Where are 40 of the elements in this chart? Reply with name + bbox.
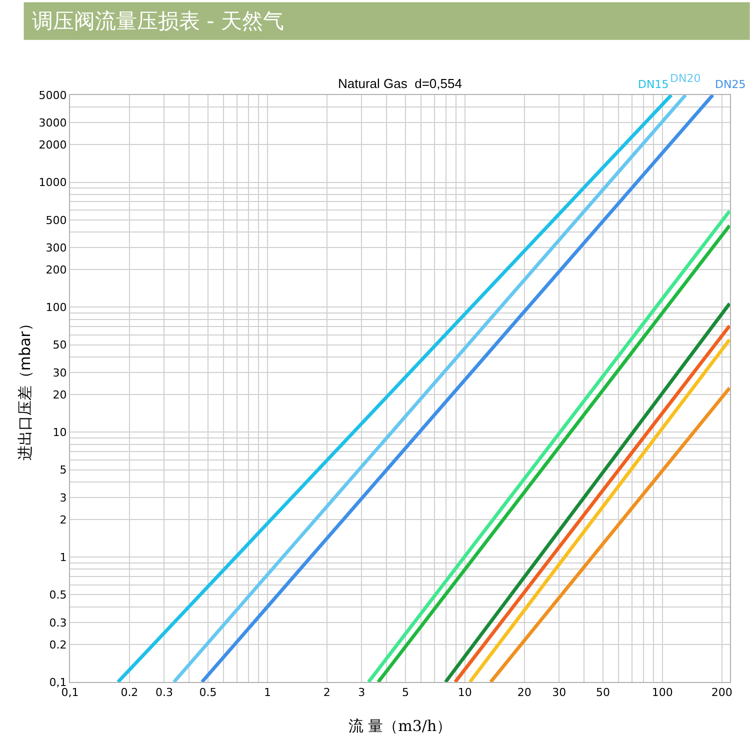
- x-tick-label: 20: [517, 686, 532, 700]
- x-tick-label: 0.5: [199, 686, 217, 700]
- y-tick-label: 2000: [38, 138, 67, 152]
- y-tick-label: 3: [60, 491, 67, 504]
- x-tick-label: 1: [264, 686, 271, 700]
- chart-subtitle: Natural Gas d=0,554: [338, 76, 462, 91]
- x-tick-label: 0.2: [120, 686, 138, 700]
- y-tick-label: 50: [52, 338, 67, 352]
- y-tick-label: 20: [52, 388, 67, 402]
- x-tick-label: 30: [552, 686, 566, 700]
- x-tick-label: 100: [652, 686, 673, 700]
- x-tick-label: 50: [596, 686, 610, 700]
- y-tick-label: 30: [52, 366, 67, 380]
- series-label: DN15: [638, 78, 669, 91]
- y-tick-label: 2: [60, 513, 67, 526]
- x-tick-label: 200: [711, 686, 732, 700]
- x-axis-title: 流 量（m3/h）: [348, 717, 452, 736]
- y-tick-label: 100: [46, 301, 67, 314]
- x-tick-label: 10: [458, 686, 472, 700]
- series-label: DN20: [670, 72, 701, 85]
- y-tick-label: 0.3: [49, 616, 67, 630]
- y-tick-label: 10: [52, 426, 67, 440]
- y-tick-label: 5000: [38, 88, 67, 102]
- y-tick-label: 500: [46, 214, 67, 227]
- y-axis-title: 进出口压差（mbar）: [16, 316, 34, 461]
- y-tick-label: 0.2: [49, 638, 67, 652]
- x-tick-label: 0.3: [155, 686, 173, 700]
- x-tick-label: 2: [323, 686, 330, 700]
- chart-title: 调压阀流量压损表 - 天然气: [32, 9, 284, 33]
- x-tick-label: 5: [402, 686, 409, 700]
- series-label: DN25: [715, 78, 746, 91]
- y-tick-label: 0.5: [49, 588, 67, 602]
- y-tick-label: 5: [60, 464, 67, 477]
- y-tick-label: 200: [46, 263, 67, 276]
- y-tick-label: 3000: [38, 116, 67, 130]
- x-tick-label: 3: [358, 686, 366, 700]
- y-tick-label: 1: [60, 550, 67, 564]
- y-tick-label: 1000: [38, 176, 67, 190]
- y-tick-label: 0,1: [49, 676, 67, 689]
- y-tick-label: 300: [46, 241, 67, 254]
